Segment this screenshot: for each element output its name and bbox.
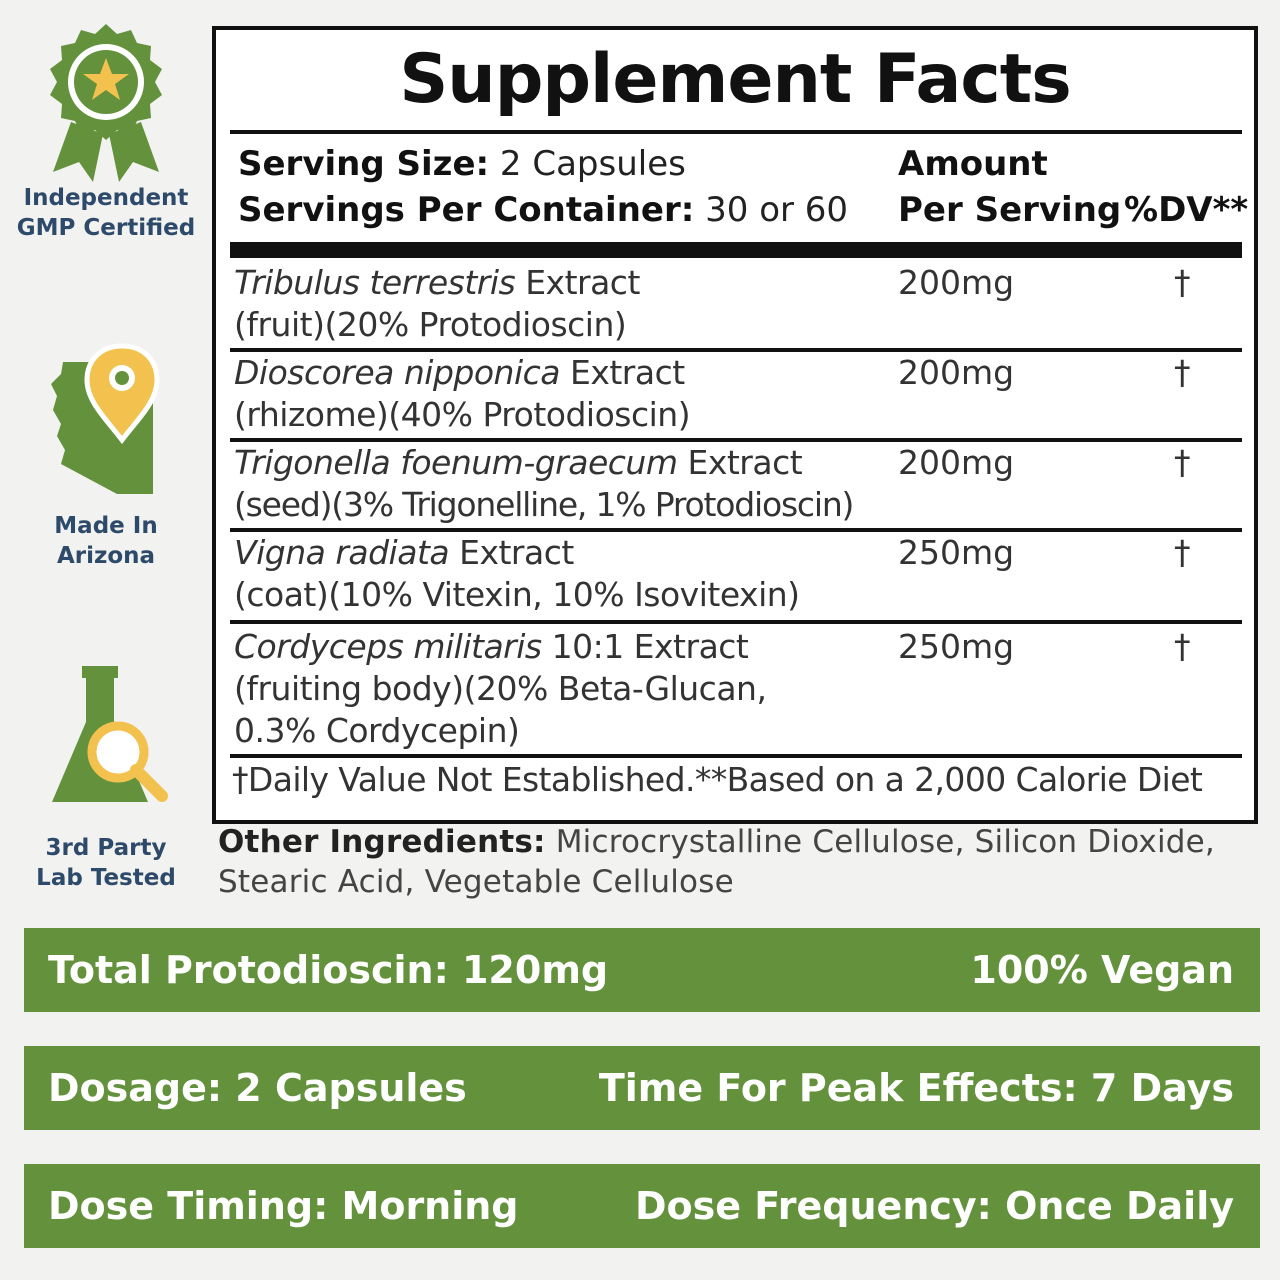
divider xyxy=(230,528,1242,532)
ingredient-dv: † xyxy=(1174,443,1191,482)
ingredient-name-suffix: Extract xyxy=(449,533,574,572)
supplement-facts-title: Supplement Facts xyxy=(399,40,1071,119)
other-ingredients-text: Microcrystalline Cellulose, Silicon Diox… xyxy=(545,824,1215,860)
ingredient-amount: 250mg xyxy=(898,533,1015,572)
servings-per-container-label: Servings Per Container: xyxy=(238,190,695,230)
arizona-badge-line1: Made In xyxy=(54,513,158,539)
vegan-text: 100% Vegan xyxy=(970,948,1234,992)
ingredient-name: Trigonella foenum-graecum Extract (seed)… xyxy=(234,442,934,526)
ingredient-amount: 200mg xyxy=(898,353,1015,392)
ingredient-latin-name: Trigonella foenum-graecum xyxy=(234,443,678,482)
ingredient-latin-name: Dioscorea nipponica xyxy=(234,353,561,392)
ingredient-latin-name: Cordyceps militaris xyxy=(234,627,542,666)
serving-size-label: Serving Size: xyxy=(238,144,490,184)
ingredient-detail: (fruit)(20% Protodioscin) xyxy=(234,305,627,344)
other-ingredients-text-continued: Stearic Acid, Vegetable Cellulose xyxy=(218,864,734,900)
other-ingredients-label: Other Ingredients: xyxy=(218,824,546,860)
ingredient-name: Vigna radiata Extract (coat)(10% Vitexin… xyxy=(234,532,914,616)
divider xyxy=(230,754,1242,758)
lab-badge-line1: 3rd Party xyxy=(45,835,167,861)
divider xyxy=(230,620,1242,624)
ingredient-name: Tribulus terrestris Extract (fruit)(20% … xyxy=(234,262,914,346)
ingredient-dv: † xyxy=(1174,533,1191,572)
ingredient-latin-name: Tribulus terrestris xyxy=(234,263,516,302)
servings-per-container-value: 30 or 60 xyxy=(694,190,849,230)
flask-magnifier-icon xyxy=(52,666,168,802)
daily-value-footnote: †Daily Value Not Established.**Based on … xyxy=(232,760,1203,799)
ingredient-name: Dioscorea nipponica Extract (rhizome)(40… xyxy=(234,352,914,436)
ingredient-detail: (rhizome)(40% Protodioscin) xyxy=(234,395,691,434)
ingredient-detail-continued: 0.3% Cordycepin) xyxy=(234,711,520,750)
divider xyxy=(230,348,1242,352)
other-ingredients: Other Ingredients: Microcrystalline Cell… xyxy=(218,822,1218,902)
divider xyxy=(230,438,1242,442)
lab-badge-line2: Lab Tested xyxy=(36,865,176,891)
info-bar-protodioscin: Total Protodioscin: 120mg 100% Vegan xyxy=(24,928,1260,1012)
ingredient-name-suffix: Extract xyxy=(515,263,640,302)
dosage-text: Dosage: 2 Capsules xyxy=(48,1066,467,1110)
gmp-certified-badge: Independent GMP Certified xyxy=(0,22,212,244)
ingredient-name: Cordyceps militaris 10:1 Extract (fruiti… xyxy=(234,626,914,752)
ingredient-dv: † xyxy=(1174,263,1191,302)
peak-effects-text: Time For Peak Effects: 7 Days xyxy=(598,1066,1234,1110)
ingredient-dv: † xyxy=(1174,627,1191,666)
gmp-badge-line2: GMP Certified xyxy=(16,215,196,241)
ingredient-amount: 200mg xyxy=(898,443,1015,482)
divider xyxy=(230,130,1242,134)
daily-value-header: %DV** xyxy=(1124,190,1249,230)
amount-header-line1: Amount xyxy=(898,144,1048,184)
ingredient-amount: 250mg xyxy=(898,627,1015,666)
arizona-badge-line2: Arizona xyxy=(56,543,156,569)
serving-size-value: 2 Capsules xyxy=(489,144,686,184)
serving-size: Serving Size: 2 Capsules xyxy=(238,142,686,186)
ingredient-amount: 200mg xyxy=(898,263,1015,302)
ingredient-dv: † xyxy=(1174,353,1191,392)
supplement-facts-panel: Supplement Facts Serving Size: 2 Capsule… xyxy=(212,26,1258,824)
lab-tested-badge: 3rd Party Lab Tested xyxy=(0,660,212,894)
servings-per-container: Servings Per Container: 30 or 60 xyxy=(238,188,848,232)
ingredient-detail: (seed)(3% Trigonelline, 1% Protodioscin) xyxy=(234,485,854,524)
amount-header-line2: Per Serving xyxy=(898,190,1122,230)
dose-timing-text: Dose Timing: Morning xyxy=(48,1184,519,1228)
gmp-badge-line1: Independent xyxy=(23,185,189,211)
ingredient-detail: (coat)(10% Vitexin, 10% Isovitexin) xyxy=(234,575,800,614)
info-bar-timing: Dose Timing: Morning Dose Frequency: Onc… xyxy=(24,1164,1260,1248)
arizona-map-pin-icon xyxy=(51,343,160,494)
dose-frequency-text: Dose Frequency: Once Daily xyxy=(634,1184,1234,1228)
ingredient-name-suffix: Extract xyxy=(560,353,685,392)
ingredient-detail: (fruiting body)(20% Beta-Glucan, xyxy=(234,669,767,708)
award-ribbon-star-icon xyxy=(50,24,162,182)
ingredient-name-suffix: 10:1 Extract xyxy=(541,627,749,666)
info-bar-dosage: Dosage: 2 Capsules Time For Peak Effects… xyxy=(24,1046,1260,1130)
made-in-arizona-badge: Made In Arizona xyxy=(0,340,212,572)
thick-divider xyxy=(230,242,1242,258)
ingredient-name-suffix: Extract xyxy=(677,443,803,482)
ingredient-latin-name: Vigna radiata xyxy=(234,533,450,572)
total-protodioscin-text: Total Protodioscin: 120mg xyxy=(48,948,609,992)
